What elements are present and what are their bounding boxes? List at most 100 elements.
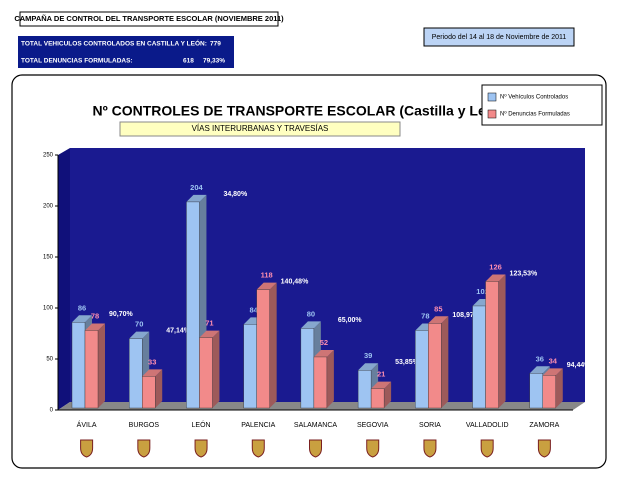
bar (84, 330, 99, 409)
crest (309, 439, 322, 458)
subtitle-box (119, 121, 401, 137)
data-label: 86 (78, 303, 86, 312)
data-label: 126 (489, 262, 502, 271)
period: Periodo del 14 al 18 de Noviembre de 201… (432, 34, 567, 41)
header-box (19, 11, 279, 27)
data-label: 52 (320, 338, 328, 347)
bar (186, 201, 200, 409)
bar-side (155, 369, 163, 408)
y-tick-label: 50 (46, 357, 53, 363)
legend-label: Nº Denuncias Formuladas (500, 111, 570, 118)
percent-label: 65,00% (338, 317, 363, 324)
bar-top (300, 321, 321, 329)
bar (300, 328, 315, 409)
x-tick-label: BURGOS (129, 422, 160, 429)
x-tick-label: SALAMANCA (294, 422, 338, 429)
bar-side (555, 368, 563, 408)
bar (428, 323, 442, 409)
bar-top (85, 323, 105, 331)
bar (243, 324, 257, 409)
bar-top (256, 282, 277, 290)
data-label: 39 (364, 351, 372, 360)
data-label: 118 (261, 271, 273, 280)
bar (415, 330, 429, 409)
legend-box (481, 84, 603, 126)
bar (485, 281, 499, 409)
percent-label: 90,70% (109, 311, 134, 318)
bar-top (358, 363, 379, 371)
bar-top (371, 381, 392, 389)
bar (313, 356, 328, 409)
fines-total: 618 (183, 58, 194, 65)
bar-top (199, 330, 220, 338)
x-tick-label: LEÓN (192, 420, 211, 429)
bar (71, 322, 86, 409)
bar-side (384, 381, 392, 408)
data-label: 102 (476, 287, 489, 296)
bar-top (313, 349, 334, 357)
crest (137, 439, 151, 458)
data-label: 80 (307, 309, 315, 318)
bar (529, 373, 543, 409)
y-tick-label: 100 (43, 306, 54, 312)
bar-top (72, 315, 92, 323)
bar (542, 375, 556, 409)
y-tick-label: 150 (43, 255, 54, 261)
data-label: 85 (434, 304, 442, 313)
data-label: 71 (205, 319, 213, 328)
y-tick-label: 0 (50, 408, 54, 414)
bar (199, 337, 213, 409)
legend-swatch (487, 92, 497, 102)
bar-top (529, 366, 550, 374)
bar-top (142, 369, 163, 377)
x-tick-label: PALENCIA (241, 422, 275, 429)
percent-label: 47,14% (166, 327, 191, 334)
crest (194, 439, 208, 458)
data-label: 33 (148, 357, 156, 366)
percent-label: 34,80% (223, 191, 248, 198)
data-label: 204 (190, 183, 203, 192)
x-tick-label: VALLADOLID (466, 422, 509, 429)
bar-side (441, 316, 449, 408)
data-label: 78 (421, 311, 429, 320)
vehicles-label: TOTAL VEHICULOS CONTROLADOS EN CASTILLA … (21, 39, 207, 48)
chart-title: Nº CONTROLES DE TRANSPORTE ESCOLAR (Cast… (92, 103, 507, 119)
legend-label: Nº Vehículos Controlados (500, 94, 568, 101)
vehicles-total: 779 (210, 41, 221, 48)
percent-label: 123,53% (510, 270, 538, 277)
x-tick-label: SORIA (419, 422, 441, 429)
y-tick-label: 200 (43, 204, 54, 210)
bar-side (326, 349, 334, 408)
data-label: 78 (91, 311, 99, 320)
data-label: 84 (249, 305, 258, 314)
bar-side (212, 330, 220, 408)
totals-box (18, 36, 234, 68)
bar-top (485, 274, 506, 282)
percent-label: 53,85% (395, 359, 420, 366)
bar-side (98, 323, 105, 408)
bar-top (428, 316, 449, 324)
crest (80, 439, 94, 458)
crest (423, 439, 437, 458)
x-tick-label: SEGOVIA (357, 422, 389, 429)
crest (480, 439, 494, 458)
bar-top (129, 331, 150, 339)
bar (357, 370, 372, 409)
bar-side (269, 282, 277, 408)
x-tick-label: ÁVILA (77, 420, 97, 429)
percent-label: 108,97% (452, 312, 480, 319)
bar-top (186, 194, 207, 202)
bar-top (542, 368, 563, 376)
legend-swatch (487, 109, 497, 119)
x-tick-label: ZAMORA (529, 422, 559, 429)
data-label: 36 (536, 354, 544, 363)
bar (370, 388, 385, 409)
bar (142, 376, 156, 409)
fines-ratio: 79,33% (203, 58, 225, 65)
crest (251, 439, 265, 458)
percent-label: 94,44% (567, 362, 592, 369)
period-box (423, 27, 575, 47)
percent-label: 140,48% (281, 278, 309, 285)
